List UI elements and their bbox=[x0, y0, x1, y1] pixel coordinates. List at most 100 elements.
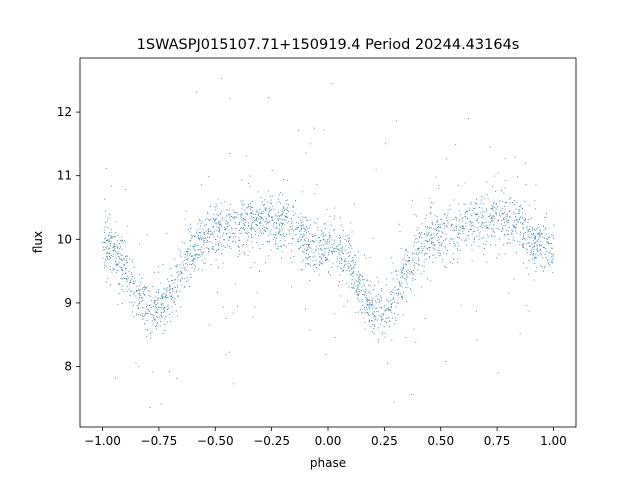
data-point bbox=[347, 300, 348, 302]
data-point bbox=[304, 217, 306, 219]
data-point bbox=[291, 223, 293, 224]
data-point bbox=[219, 236, 221, 238]
data-point bbox=[110, 240, 112, 242]
data-point bbox=[447, 250, 448, 251]
data-point bbox=[482, 222, 484, 224]
data-point bbox=[237, 256, 239, 257]
data-point bbox=[339, 254, 341, 256]
data-point bbox=[156, 316, 157, 318]
data-point bbox=[125, 278, 127, 280]
data-point bbox=[532, 239, 534, 241]
data-point bbox=[469, 229, 471, 231]
data-point bbox=[512, 224, 514, 226]
data-point bbox=[345, 282, 347, 284]
data-point bbox=[331, 83, 333, 84]
data-point bbox=[358, 289, 360, 291]
data-point bbox=[305, 152, 307, 154]
data-point bbox=[189, 231, 191, 233]
data-point bbox=[438, 250, 440, 251]
data-point bbox=[444, 225, 446, 227]
data-point bbox=[528, 310, 530, 312]
data-point bbox=[133, 283, 134, 284]
data-point bbox=[343, 266, 345, 268]
data-point bbox=[109, 240, 110, 242]
data-point bbox=[202, 229, 204, 231]
data-point bbox=[110, 257, 112, 259]
data-point bbox=[432, 244, 434, 246]
data-point bbox=[158, 307, 160, 308]
data-point bbox=[251, 213, 253, 214]
data-point bbox=[373, 315, 375, 317]
data-point bbox=[165, 293, 167, 295]
data-point bbox=[454, 244, 456, 246]
data-point bbox=[546, 241, 548, 243]
data-point bbox=[268, 214, 270, 216]
data-point bbox=[110, 228, 112, 230]
data-point bbox=[348, 237, 350, 239]
data-point bbox=[373, 311, 375, 313]
data-point bbox=[521, 208, 523, 210]
data-point bbox=[224, 226, 226, 228]
data-point bbox=[307, 230, 309, 232]
data-point bbox=[479, 207, 480, 208]
data-point bbox=[167, 281, 169, 282]
data-point bbox=[336, 246, 338, 248]
data-point bbox=[455, 144, 457, 146]
data-point bbox=[287, 207, 288, 209]
data-point bbox=[266, 220, 267, 222]
data-point bbox=[528, 259, 530, 261]
data-point bbox=[435, 224, 436, 226]
y-tick-label: 12 bbox=[57, 105, 72, 119]
data-point bbox=[351, 273, 353, 274]
data-point bbox=[148, 309, 149, 311]
data-point bbox=[275, 242, 277, 244]
data-point bbox=[417, 249, 419, 251]
data-point bbox=[380, 323, 382, 325]
data-point bbox=[423, 270, 425, 272]
data-point bbox=[157, 308, 159, 310]
data-point bbox=[121, 241, 123, 243]
data-point bbox=[406, 250, 407, 252]
data-point bbox=[248, 222, 250, 224]
data-point bbox=[164, 296, 166, 298]
data-point bbox=[440, 226, 442, 228]
data-point bbox=[243, 218, 244, 220]
data-point bbox=[375, 302, 377, 303]
data-point bbox=[547, 242, 549, 244]
data-point bbox=[356, 291, 357, 293]
data-point bbox=[492, 215, 494, 217]
data-point bbox=[109, 242, 111, 244]
data-point bbox=[535, 235, 536, 237]
data-point bbox=[509, 216, 511, 218]
data-point bbox=[153, 318, 155, 320]
data-point bbox=[402, 272, 404, 273]
data-point bbox=[265, 208, 266, 210]
data-point bbox=[483, 198, 485, 200]
data-point bbox=[138, 366, 140, 368]
data-point bbox=[139, 273, 140, 275]
data-point bbox=[254, 229, 256, 230]
data-point bbox=[453, 219, 455, 220]
data-point bbox=[326, 258, 328, 260]
data-point bbox=[188, 286, 190, 287]
data-point bbox=[309, 224, 311, 226]
data-point bbox=[348, 266, 350, 268]
data-point bbox=[481, 217, 483, 218]
data-point bbox=[241, 203, 243, 205]
data-point bbox=[330, 235, 331, 237]
data-point bbox=[474, 202, 476, 204]
data-point bbox=[185, 259, 187, 260]
data-point bbox=[515, 219, 517, 221]
data-point bbox=[517, 221, 519, 223]
data-point bbox=[251, 234, 252, 236]
data-point bbox=[283, 206, 284, 208]
data-point bbox=[274, 222, 275, 223]
data-point bbox=[386, 278, 388, 280]
data-point bbox=[428, 257, 430, 259]
data-point bbox=[423, 261, 425, 263]
data-point bbox=[104, 226, 106, 228]
data-point bbox=[371, 320, 373, 322]
data-point bbox=[281, 222, 283, 224]
data-point bbox=[513, 278, 515, 280]
data-point bbox=[487, 234, 489, 236]
